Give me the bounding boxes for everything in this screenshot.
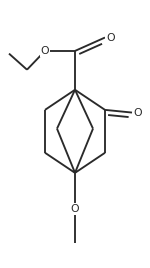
Text: O: O [71, 204, 79, 214]
Text: O: O [134, 107, 142, 118]
Text: O: O [41, 46, 49, 56]
Text: O: O [106, 32, 115, 43]
